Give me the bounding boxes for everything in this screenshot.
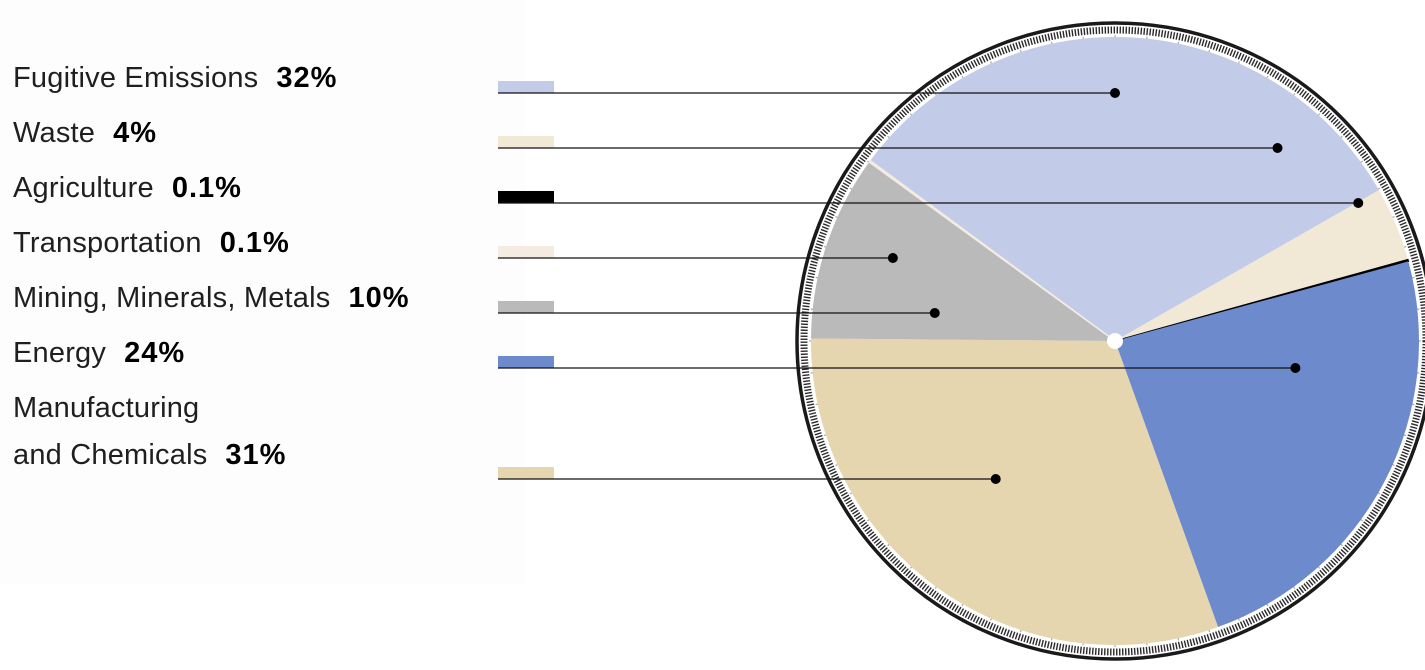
legend-panel	[0, 0, 525, 584]
pie-slice-mining-minerals-metals	[811, 162, 1115, 341]
pie-slice-energy	[1115, 261, 1419, 628]
legend-label-manufacturing: Manufacturing and Chemicals 31%	[13, 392, 287, 471]
pie-slice-manufacturing-and-chemicals	[810, 338, 1219, 645]
legend-swatch-mining-minerals-metals	[498, 301, 554, 313]
legend-label-mining: Mining, Minerals, Metals 10%	[13, 282, 410, 314]
legend-label-fugitive-emissions: Fugitive Emissions 32%	[13, 62, 338, 94]
leader-dot-fugitive-emissions	[1110, 88, 1120, 98]
legend-swatch-fugitive-emissions	[498, 81, 554, 93]
pie-center-hub	[1107, 333, 1123, 349]
pie-slice-agriculture	[1114, 258, 1410, 342]
legend-swatch-transportation	[498, 246, 554, 258]
legend-label-agriculture: Agriculture 0.1%	[13, 172, 242, 204]
legend-label-waste: Waste 4%	[13, 117, 158, 149]
leader-dot-energy	[1290, 363, 1301, 373]
legend-label-energy: Energy 24%	[13, 337, 186, 369]
legend-swatch-manufacturing-and-chemicals	[498, 467, 554, 479]
leader-dot-mining-minerals-metals	[929, 308, 940, 318]
dial-outer-ring	[795, 21, 1425, 661]
pie-slice-waste	[1115, 190, 1408, 341]
legend-swatch-waste	[498, 136, 554, 148]
leader-dot-waste	[1272, 143, 1283, 153]
pie-slice-transportation	[868, 159, 1116, 342]
leader-dot-agriculture	[1353, 198, 1364, 208]
legend-swatch-agriculture	[498, 191, 554, 203]
legend-label-transportation: Transportation 0.1%	[13, 227, 290, 259]
legend-swatch-energy	[498, 356, 554, 368]
leader-dot-manufacturing-and-chemicals	[990, 474, 1001, 484]
leader-dot-transportation	[887, 253, 898, 263]
dial-minor-ticks	[800, 26, 1425, 656]
pie-slice-fugitive-emissions	[870, 36, 1379, 342]
